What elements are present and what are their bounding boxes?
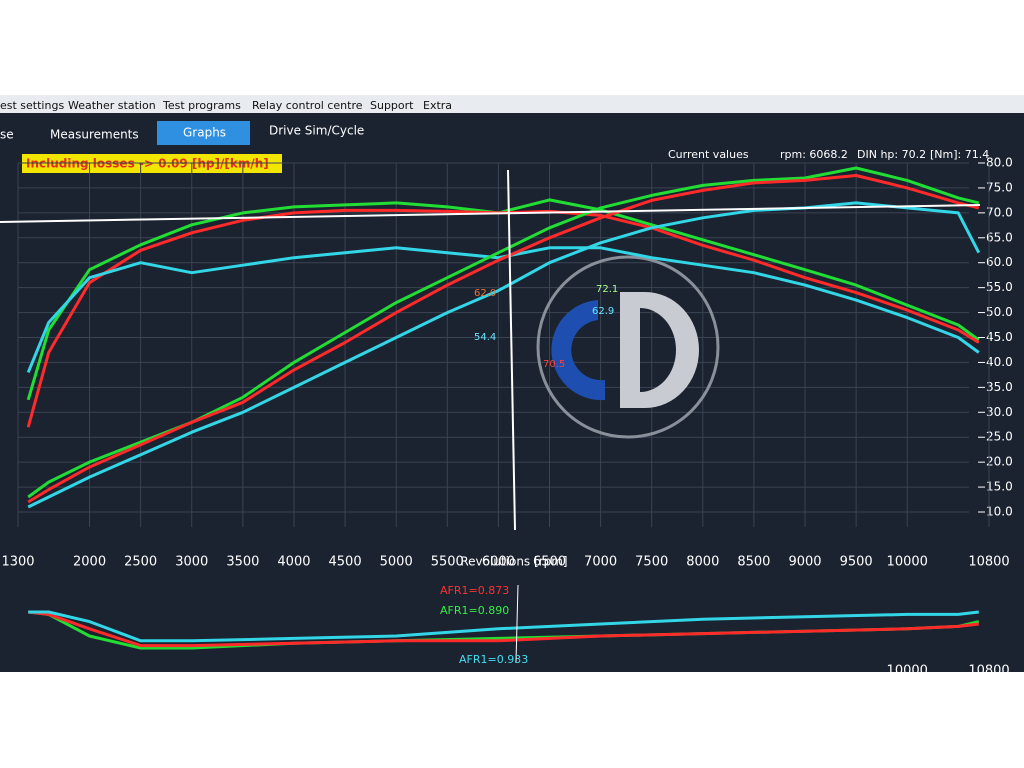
y-tick-label: 35.0 xyxy=(986,380,1013,394)
cursor-value: 72.1 xyxy=(596,284,618,295)
cursor-vertical xyxy=(507,169,516,531)
x-tick-label: 5000 xyxy=(380,555,413,570)
logo-d xyxy=(620,292,699,408)
current-hp: DIN hp: 70.2 xyxy=(857,148,926,161)
logo-ring xyxy=(536,255,720,439)
y-tick-label: 20.0 xyxy=(986,455,1013,469)
y-tick-label: 60.0 xyxy=(986,255,1013,269)
data-line xyxy=(26,246,980,373)
current-rpm: rpm: 6068.2 xyxy=(780,148,848,161)
x-tick-label: 4000 xyxy=(277,555,310,570)
x-tick-label: 6000 xyxy=(482,555,515,570)
afr-label: AFR1=0.933 xyxy=(459,653,528,666)
y-tick-label: 65.0 xyxy=(986,230,1013,244)
menu-item[interactable]: est settings xyxy=(0,99,64,112)
menu-item[interactable]: Relay control centre xyxy=(252,99,363,112)
menu-item[interactable]: Test programs xyxy=(162,99,241,112)
cursor-horizontal xyxy=(0,204,981,223)
tab[interactable]: Drive Sim/Cycle xyxy=(269,124,364,138)
y-tick-label: 25.0 xyxy=(986,430,1013,444)
x-tick-label: 2000 xyxy=(73,555,106,570)
y-tick-label: 45.0 xyxy=(986,330,1013,344)
current-title: Current values xyxy=(668,148,749,161)
x-tick-label: 3500 xyxy=(226,555,259,570)
x-tick-label: 9500 xyxy=(840,555,873,570)
x-tick-label: 7000 xyxy=(584,555,617,570)
data-line xyxy=(28,610,979,648)
y-tick-label: 75.0 xyxy=(986,180,1013,194)
x-tick-label: 5500 xyxy=(431,555,464,570)
menu-item[interactable]: Extra xyxy=(423,99,452,112)
y-tick-label: 80.0 xyxy=(986,156,1013,170)
cursor-value: 62.0 xyxy=(474,288,496,299)
afr-label: AFR1=0.890 xyxy=(440,604,509,617)
data-line xyxy=(27,166,980,499)
data-line xyxy=(27,174,980,504)
x-tick-label: 2500 xyxy=(124,555,157,570)
y-tick-label: 50.0 xyxy=(986,305,1013,319)
tab[interactable]: se xyxy=(0,128,14,142)
y-tick-label: 10.0 xyxy=(986,505,1013,519)
x-tick-label: 8500 xyxy=(737,555,770,570)
menu-item[interactable]: Support xyxy=(370,99,414,112)
cursor-value: 62.9 xyxy=(592,306,614,317)
x-tick-label: 1300 xyxy=(1,555,34,570)
logo-arc xyxy=(551,300,605,401)
cursor-value: 70.5 xyxy=(543,359,565,370)
menu-bar xyxy=(0,95,1024,113)
x-axis-label: Revolutions [rpm] xyxy=(460,555,567,569)
tab[interactable]: Graphs xyxy=(183,126,226,140)
x-tick-label: 10800 xyxy=(968,664,1009,679)
x-tick-label: 6500 xyxy=(533,555,566,570)
x-tick-label: 7500 xyxy=(635,555,668,570)
y-tick-label: 70.0 xyxy=(986,205,1013,219)
y-tick-label: 40.0 xyxy=(986,355,1013,369)
x-tick-label: 9000 xyxy=(788,555,821,570)
x-tick-label: 4500 xyxy=(329,555,362,570)
data-line xyxy=(27,201,981,509)
x-tick-label: 8000 xyxy=(686,555,719,570)
x-tick-label: 3000 xyxy=(175,555,208,570)
afr-label: AFR1=0.873 xyxy=(440,584,509,597)
x-tick-label: 10000 xyxy=(887,664,928,679)
y-tick-label: 15.0 xyxy=(986,480,1013,494)
cursor-value: 54.4 xyxy=(474,332,496,343)
y-tick-label: 55.0 xyxy=(986,280,1013,294)
x-tick-label: 10800 xyxy=(968,555,1009,570)
y-tick-label: 30.0 xyxy=(986,405,1013,419)
active-tab xyxy=(157,121,250,145)
tab[interactable]: Measurements xyxy=(50,128,139,142)
afr-cursor xyxy=(515,584,519,663)
data-line xyxy=(28,610,979,643)
menu-item[interactable]: Weather station xyxy=(68,99,156,112)
current-nm: [Nm]: 71.4 xyxy=(930,148,989,161)
x-tick-label: 10000 xyxy=(887,555,928,570)
